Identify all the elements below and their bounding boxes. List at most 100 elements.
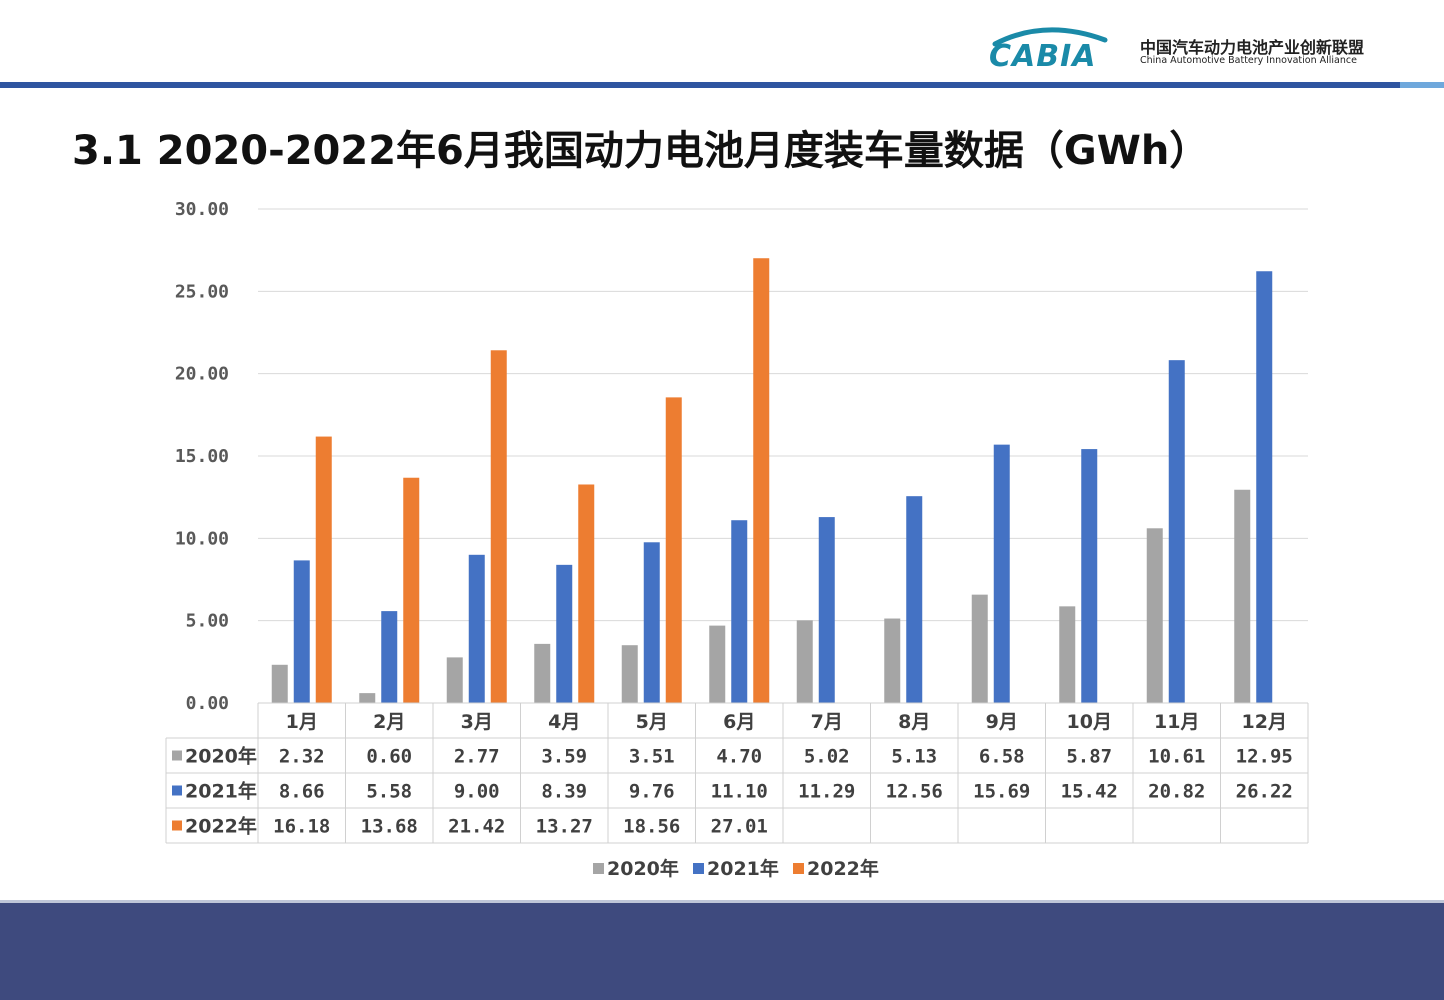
data-label: 8.39 [541,781,587,803]
org-logo: CABIA 中国汽车动力电池产业创新联盟 China Automotive Ba… [985,22,1405,78]
bar-2020年-6月 [709,625,726,703]
legend-key-2021年 [172,785,182,796]
data-label: 4.70 [716,746,762,768]
footer-band [0,903,1444,1000]
bar-2020年-11月 [1146,528,1163,703]
x-category-label: 11月 [1154,711,1199,733]
bar-2022年-2月 [403,477,420,703]
bar-2021年-6月 [731,520,748,703]
data-label: 5.87 [1066,746,1112,768]
bar-2021年-12月 [1256,271,1273,703]
data-label: 20.82 [1148,781,1205,803]
legend-label: 2020年 [607,857,679,880]
x-category-label: 8月 [898,711,930,733]
data-label: 2.32 [279,746,325,768]
bar-2021年-8月 [906,496,923,703]
bar-2021年-5月 [643,542,660,703]
data-label: 13.68 [361,816,418,838]
data-label: 9.00 [454,781,500,803]
bar-2021年-11月 [1168,360,1185,703]
data-label: 3.51 [629,746,675,768]
data-label: 9.76 [629,781,675,803]
bar-2020年-5月 [621,645,638,703]
x-category-label: 5月 [636,711,668,733]
page-title: 3.1 2020-2022年6月我国动力电池月度装车量数据（GWh） [72,128,1210,174]
data-label: 6.58 [979,746,1025,768]
data-label: 16.18 [273,816,330,838]
data-label: 12.95 [1236,746,1293,768]
bar-2021年-10月 [1081,449,1098,703]
data-label: 5.02 [804,746,850,768]
table-series-label: 2021年 [185,780,257,803]
data-label: 5.58 [366,781,412,803]
x-category-label: 4月 [548,711,580,733]
bar-2020年-8月 [884,618,901,703]
bar-2020年-2月 [359,693,376,703]
legend-swatch-2020年 [593,863,604,874]
bar-chart: 0.00 5.00 10.00 15.00 20.00 25.00 30.00 1月 2月 3月 4… [165,199,1309,880]
legend-key-2020年 [172,750,182,761]
org-name-en: China Automotive Battery Innovation Alli… [1140,55,1357,66]
bar-2022年-5月 [665,397,682,703]
legend-label: 2021年 [707,857,779,880]
table-series-label: 2022年 [185,815,257,838]
data-label: 0.60 [366,746,412,768]
x-category-label: 1月 [286,711,318,733]
y-tick-label: 0.00 [186,693,229,714]
x-category-label: 9月 [986,711,1018,733]
y-tick-label: 30.00 [175,199,229,220]
cabia-logo-icon: CABIA [989,27,1108,72]
data-label: 8.66 [279,781,325,803]
bar-2021年-4月 [556,564,573,703]
y-tick-label: 15.00 [175,446,229,467]
header-rule [0,82,1444,88]
bar-2021年-9月 [993,444,1010,703]
legend-key-2022年 [172,820,182,831]
data-label: 11.29 [798,781,855,803]
y-tick-label: 5.00 [186,611,229,632]
data-label: 2.77 [454,746,500,768]
data-label: 15.42 [1061,781,1118,803]
x-category-label: 3月 [461,711,493,733]
logo-text: CABIA [989,39,1096,72]
data-label: 12.56 [886,781,943,803]
legend-label: 2022年 [807,857,879,880]
data-label: 5.13 [891,746,937,768]
x-category-label: 7月 [811,711,843,733]
data-label: 26.22 [1236,781,1293,803]
x-category-label: 10月 [1067,711,1112,733]
bar-2020年-7月 [796,620,813,703]
bar-2022年-4月 [578,484,595,703]
bar-2021年-3月 [468,554,485,703]
bar-2020年-4月 [534,643,551,703]
x-category-label: 2月 [373,711,405,733]
bar-2021年-2月 [381,611,398,703]
bar-2022年-3月 [490,350,507,703]
legend-swatch-2021年 [693,863,704,874]
bar-2020年-9月 [971,594,988,703]
y-tick-label: 25.00 [175,281,229,302]
table-series-label: 2020年 [185,745,257,768]
data-label: 10.61 [1148,746,1205,768]
bar-2021年-1月 [293,560,310,703]
data-label: 13.27 [536,816,593,838]
bar-2020年-1月 [271,664,288,703]
y-tick-label: 20.00 [175,364,229,385]
data-label: 18.56 [623,816,680,838]
x-category-label: 12月 [1242,711,1287,733]
data-label: 11.10 [711,781,768,803]
footer-rule [0,900,1444,903]
org-name-cn: 中国汽车动力电池产业创新联盟 [1140,38,1365,57]
bar-2022年-1月 [315,436,332,703]
data-label: 21.42 [448,816,505,838]
y-tick-label: 10.00 [175,528,229,549]
bar-2021年-7月 [818,517,835,703]
legend-swatch-2022年 [793,863,804,874]
data-label: 15.69 [973,781,1030,803]
bar-2020年-3月 [446,657,463,703]
x-category-label: 6月 [723,711,755,733]
bar-2020年-12月 [1234,489,1251,703]
data-label: 27.01 [711,816,768,838]
bar-2022年-6月 [753,258,770,703]
header-rule-accent [1400,82,1444,88]
